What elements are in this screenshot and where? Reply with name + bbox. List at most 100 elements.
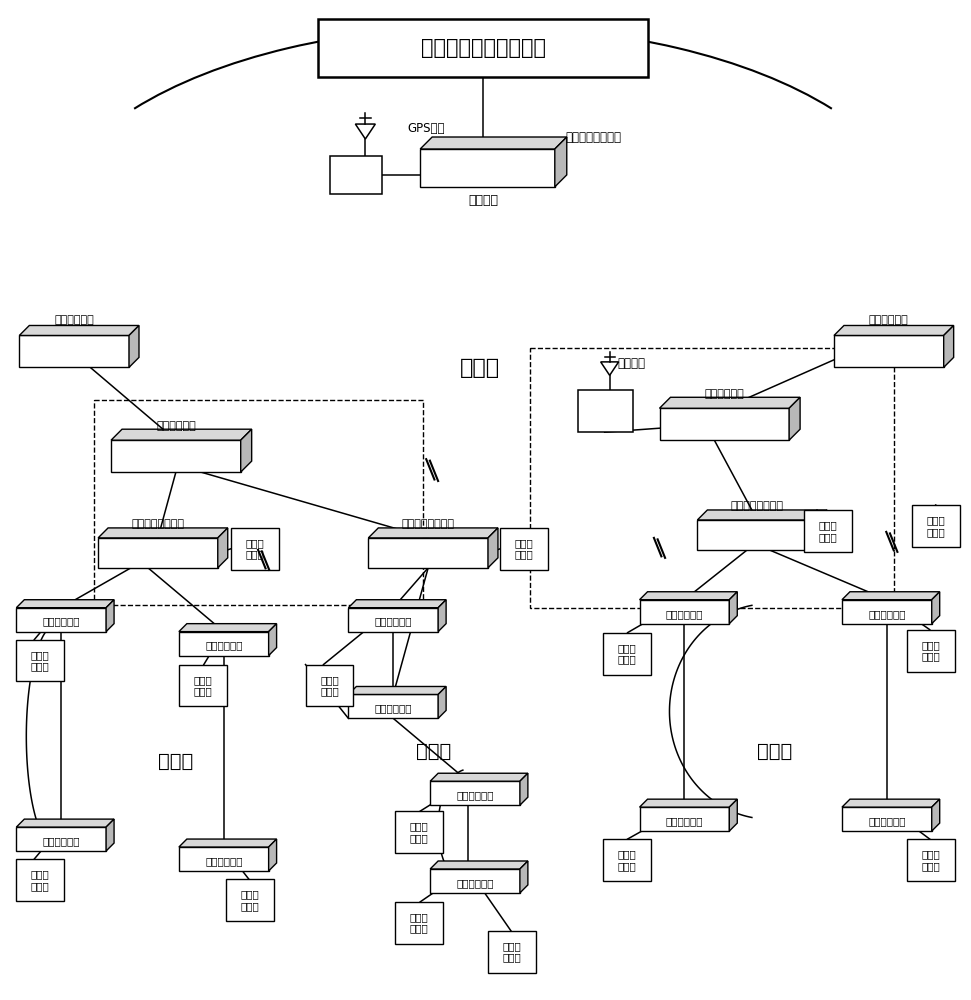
Bar xyxy=(395,902,443,944)
Polygon shape xyxy=(179,839,277,847)
Text: 配电终
端装置: 配电终 端装置 xyxy=(410,912,428,934)
Polygon shape xyxy=(488,528,498,568)
Polygon shape xyxy=(19,325,139,335)
Text: 配电主站: 配电主站 xyxy=(468,194,498,207)
Text: 接入层交换机: 接入层交换机 xyxy=(43,836,80,846)
Polygon shape xyxy=(519,861,528,893)
Polygon shape xyxy=(98,528,228,538)
Bar xyxy=(603,839,651,881)
Polygon shape xyxy=(640,600,729,624)
Polygon shape xyxy=(659,397,800,408)
Bar xyxy=(907,630,954,672)
Text: 接入层交换机: 接入层交换机 xyxy=(43,617,80,627)
Text: 配电终
端装置: 配电终 端装置 xyxy=(819,520,837,542)
Polygon shape xyxy=(932,799,940,831)
Text: 配电终
端装置: 配电终 端装置 xyxy=(246,538,264,560)
Text: 配电终
端装置: 配电终 端装置 xyxy=(503,941,521,963)
Text: 配电终
端装置: 配电终 端装置 xyxy=(240,889,259,911)
Text: 接入层交换机: 接入层交换机 xyxy=(456,878,494,888)
Text: 接入层交换机: 接入层交换机 xyxy=(205,641,243,651)
Text: 配电终
端装置: 配电终 端装置 xyxy=(410,821,428,843)
Polygon shape xyxy=(129,325,139,367)
Text: 接入层交换机: 接入层交换机 xyxy=(868,816,906,826)
Bar xyxy=(318,19,648,77)
Polygon shape xyxy=(111,440,241,472)
Polygon shape xyxy=(179,624,277,632)
Bar xyxy=(603,633,651,675)
Bar xyxy=(578,390,632,432)
Text: 配电终
端装置: 配电终 端装置 xyxy=(515,538,533,560)
Polygon shape xyxy=(842,799,940,807)
Text: 接入层交换机: 接入层交换机 xyxy=(375,617,412,627)
Text: 接入层: 接入层 xyxy=(756,742,791,761)
Polygon shape xyxy=(368,538,488,568)
Polygon shape xyxy=(842,592,940,600)
Text: 接入层交换机: 接入层交换机 xyxy=(456,790,494,800)
Polygon shape xyxy=(111,429,251,440)
Bar xyxy=(395,811,443,853)
Polygon shape xyxy=(932,592,940,624)
Polygon shape xyxy=(17,819,114,827)
Polygon shape xyxy=(349,600,446,608)
Bar xyxy=(225,879,274,921)
Polygon shape xyxy=(349,608,438,632)
Polygon shape xyxy=(519,773,528,805)
Text: 配电终
端装置: 配电终 端装置 xyxy=(926,515,945,537)
Text: 接入层交换机: 接入层交换机 xyxy=(666,609,703,619)
Text: 骨干层: 骨干层 xyxy=(460,358,500,378)
Text: 接入层关口交换机: 接入层关口交换机 xyxy=(402,519,454,529)
Polygon shape xyxy=(98,538,218,568)
Bar xyxy=(17,859,64,901)
Text: 骨干层交换机: 骨干层交换机 xyxy=(869,316,909,326)
Text: 配电终
端装置: 配电终 端装置 xyxy=(320,675,339,696)
Polygon shape xyxy=(842,807,932,831)
Polygon shape xyxy=(640,592,737,600)
Polygon shape xyxy=(729,592,737,624)
Polygon shape xyxy=(17,827,106,851)
Polygon shape xyxy=(601,362,619,375)
Polygon shape xyxy=(179,632,269,656)
Polygon shape xyxy=(430,869,519,893)
Polygon shape xyxy=(640,799,737,807)
Polygon shape xyxy=(817,510,827,550)
Polygon shape xyxy=(789,397,800,440)
Bar xyxy=(179,665,227,706)
Polygon shape xyxy=(106,600,114,632)
Polygon shape xyxy=(349,694,438,718)
Polygon shape xyxy=(438,600,446,632)
Text: 配电终
端装置: 配电终 端装置 xyxy=(921,849,940,871)
Text: 接入层交换机: 接入层交换机 xyxy=(868,609,906,619)
Polygon shape xyxy=(697,510,827,520)
Polygon shape xyxy=(355,124,376,139)
Polygon shape xyxy=(269,624,277,656)
Polygon shape xyxy=(17,608,106,632)
Text: 接入层: 接入层 xyxy=(158,752,193,771)
Text: 北斗装置: 北斗装置 xyxy=(618,357,646,370)
Bar xyxy=(231,528,279,570)
Polygon shape xyxy=(834,325,954,335)
Polygon shape xyxy=(269,839,277,871)
Bar xyxy=(500,528,548,570)
Text: 接入层交换机: 接入层交换机 xyxy=(375,703,412,713)
Text: 接入层关口交换机: 接入层关口交换机 xyxy=(731,501,784,511)
Polygon shape xyxy=(430,781,519,805)
Text: 上级网传精确时钟装置: 上级网传精确时钟装置 xyxy=(420,38,546,58)
Polygon shape xyxy=(106,819,114,851)
Polygon shape xyxy=(179,847,269,871)
Polygon shape xyxy=(420,149,554,187)
Bar xyxy=(912,505,959,547)
Text: 接入层: 接入层 xyxy=(416,742,451,761)
Polygon shape xyxy=(729,799,737,831)
Text: 配电终
端装置: 配电终 端装置 xyxy=(921,640,940,661)
Text: 配电终
端装置: 配电终 端装置 xyxy=(31,869,50,891)
Text: 接入层交换机: 接入层交换机 xyxy=(666,816,703,826)
Text: 骨干层交换机: 骨干层交换机 xyxy=(54,316,94,326)
Polygon shape xyxy=(659,408,789,440)
Polygon shape xyxy=(241,429,251,472)
Bar xyxy=(488,931,536,973)
Polygon shape xyxy=(19,335,129,367)
Text: 配电终
端装置: 配电终 端装置 xyxy=(31,650,50,671)
Polygon shape xyxy=(430,861,528,869)
Polygon shape xyxy=(349,686,446,694)
Text: 配电终
端装置: 配电终 端装置 xyxy=(618,643,636,664)
